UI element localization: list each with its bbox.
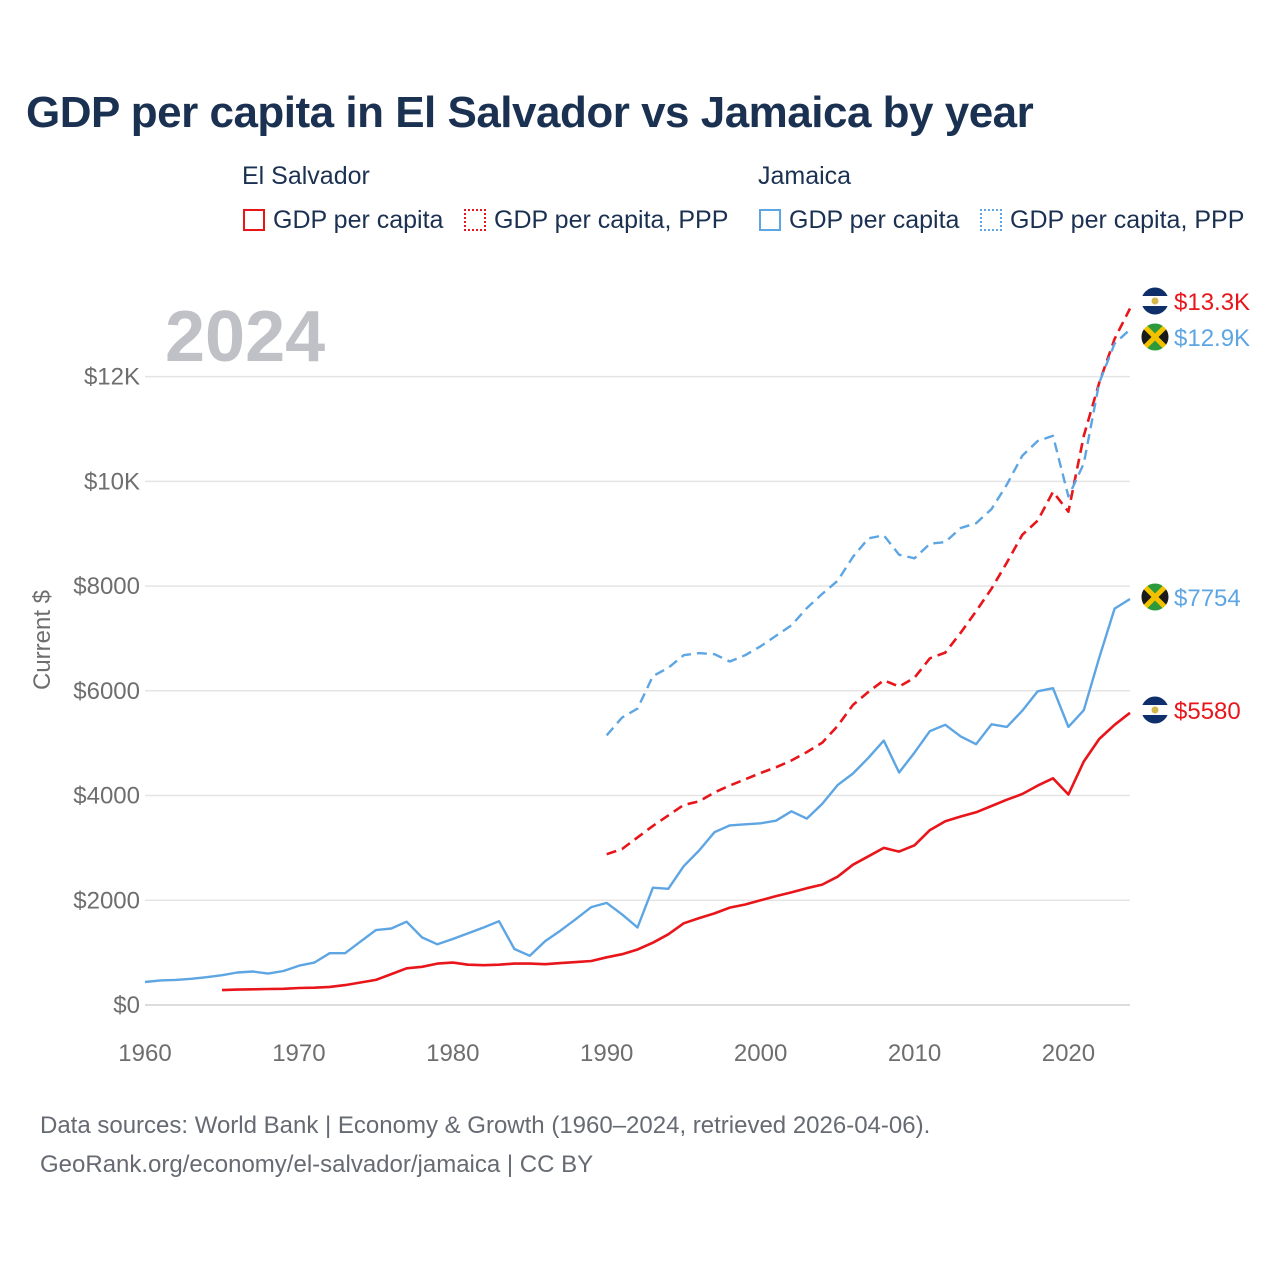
flag-jamaica-icon xyxy=(1140,322,1170,352)
year-watermark: 2024 xyxy=(165,297,325,377)
x-tick-label: 1960 xyxy=(118,1040,171,1067)
grid-layer xyxy=(145,375,1130,1006)
y-tick-label: $2000 xyxy=(73,887,140,914)
footer-source: Data sources: World Bank | Economy & Gro… xyxy=(40,1112,931,1139)
x-tick-label: 2010 xyxy=(888,1040,941,1067)
chart-title: GDP per capita in El Salvador vs Jamaica… xyxy=(26,88,1034,137)
y-tick-label: $0 xyxy=(113,992,140,1019)
series-layer xyxy=(144,307,1132,992)
series-line xyxy=(605,328,1131,737)
legend-item-el-salvador-gdp[interactable]: GDP per capita xyxy=(243,204,443,236)
legend-label: GDP per capita xyxy=(273,205,444,234)
x-tick-label: 1990 xyxy=(580,1040,633,1067)
y-tick-label: $4000 xyxy=(73,783,140,810)
legend-swatch-solid-blue xyxy=(759,209,781,231)
legend-swatch-dotted-blue xyxy=(980,209,1002,231)
y-tick-label: $6000 xyxy=(73,678,140,705)
legend-item-el-salvador-gdp-ppp[interactable]: GDP per capita, PPP xyxy=(464,204,728,236)
legend-swatch-solid-red xyxy=(243,209,265,231)
end-value-label: $12.9K xyxy=(1174,325,1250,352)
x-tick-label: 2020 xyxy=(1042,1040,1095,1067)
legend-item-jamaica-gdp[interactable]: GDP per capita xyxy=(759,204,959,236)
y-tick-label: $8000 xyxy=(73,573,140,600)
footer-link[interactable]: GeoRank.org/economy/el-salvador/jamaica … xyxy=(40,1151,594,1178)
legend-item-jamaica-gdp-ppp[interactable]: GDP per capita, PPP xyxy=(980,204,1244,236)
series-line xyxy=(606,307,1132,856)
footer: Data sources: World Bank | Economy & Gro… xyxy=(40,1106,930,1184)
x-tick-label: 2000 xyxy=(734,1040,787,1067)
flag-el-salvador-icon xyxy=(1140,695,1170,725)
legend-swatch-dotted-red xyxy=(464,209,486,231)
legend-label: GDP per capita, PPP xyxy=(494,205,729,234)
end-markers: $13.3K $12.9K $7754 $5580 xyxy=(1140,286,1250,725)
x-tick-label: 1980 xyxy=(426,1040,479,1067)
x-tick-label: 1970 xyxy=(272,1040,325,1067)
flag-el-salvador-icon xyxy=(1140,286,1170,316)
legend-group-jamaica: Jamaica xyxy=(758,162,852,190)
axis-labels: $0 $2000 $4000 $6000 $8000 $10K $12K 1960 1970 19… xyxy=(73,364,1095,1067)
y-axis-label: Current $ xyxy=(29,590,56,690)
legend-label: GDP per capita, PPP xyxy=(1010,205,1245,234)
end-value-label: $13.3K xyxy=(1174,289,1250,316)
y-tick-label: $12K xyxy=(84,364,140,391)
end-value-label: $5580 xyxy=(1174,698,1241,725)
end-value-label: $7754 xyxy=(1174,585,1241,612)
y-tick-label: $10K xyxy=(84,468,140,495)
legend-label: GDP per capita xyxy=(789,205,960,234)
series-line xyxy=(144,597,1131,984)
flag-jamaica-icon xyxy=(1140,582,1170,612)
series-line xyxy=(221,711,1131,992)
legend-group-el-salvador: El Salvador xyxy=(242,162,370,190)
